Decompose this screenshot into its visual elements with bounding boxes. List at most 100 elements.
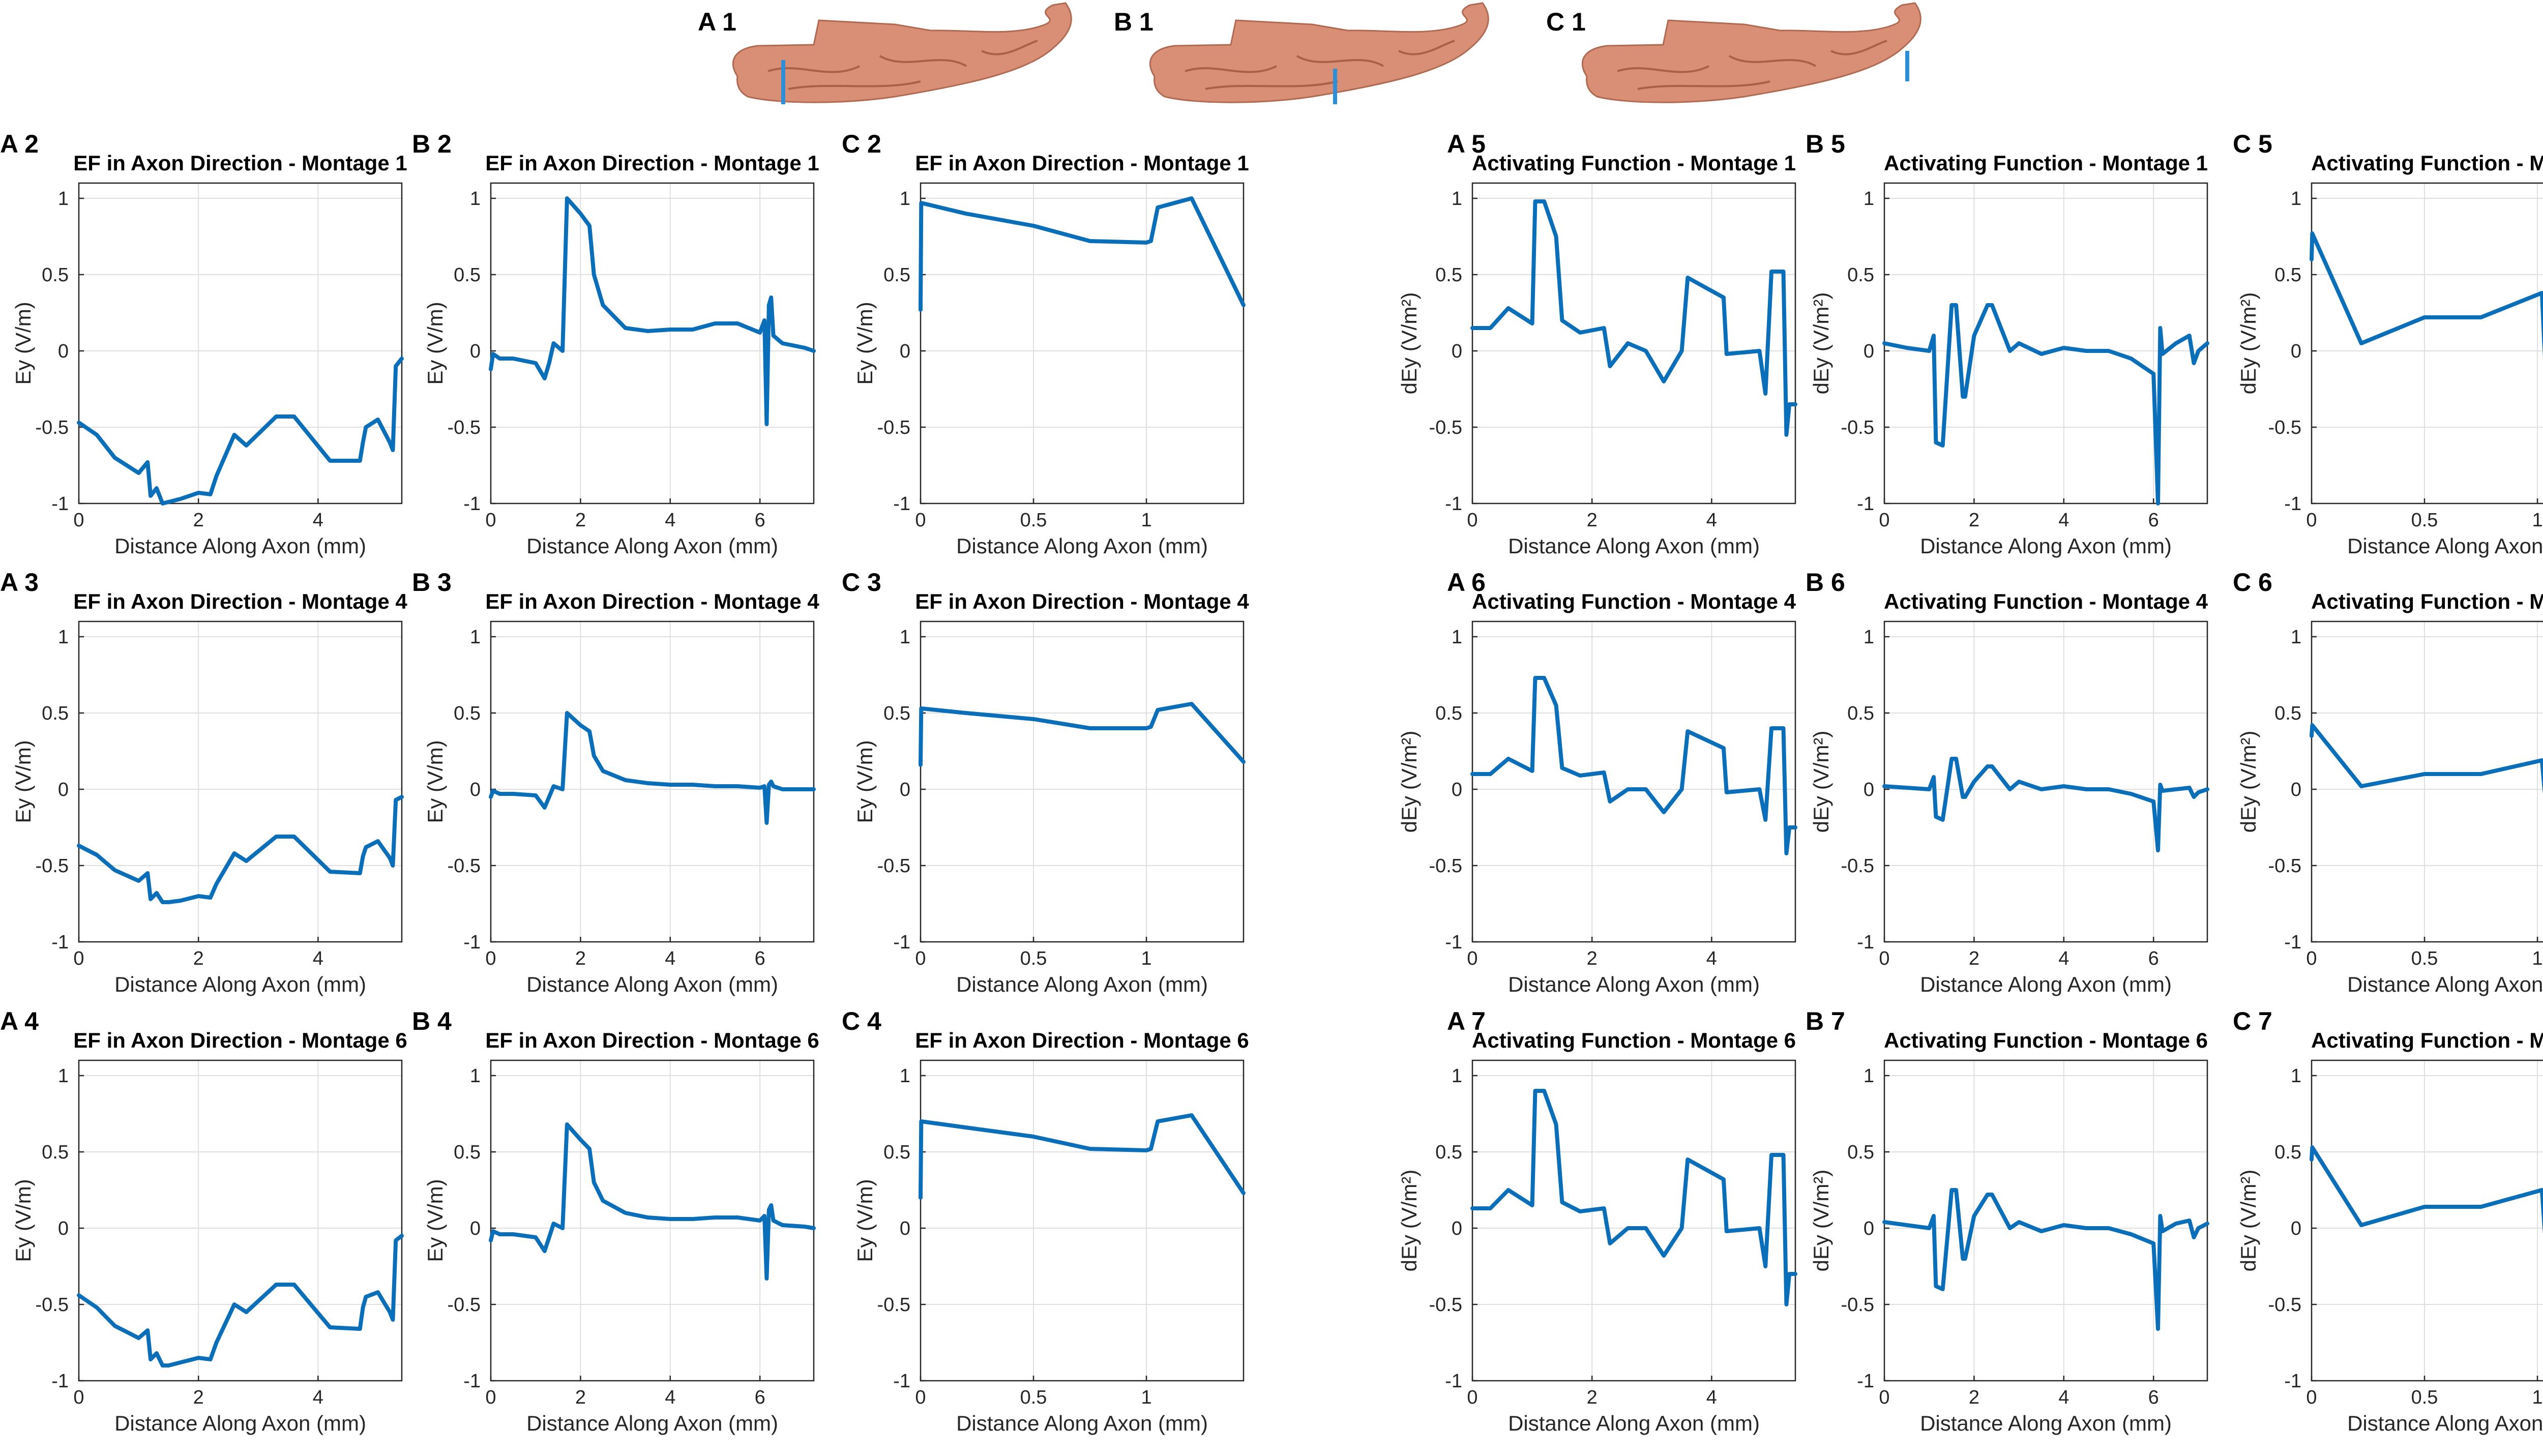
x-axis-label: Distance Along Axon (mm) [1920,534,2172,558]
chart-title: Activating Function - Montage 1 [1884,151,2208,175]
y-tick-label: -0.5 [1841,1294,1874,1316]
x-tick-label: 6 [755,1387,765,1408]
y-axis-label: Ey (V/m) [853,740,877,823]
y-tick-label: -0.5 [2268,855,2301,877]
chart-panel-a7: 0 2 4 -1 -0.5 0 0.5 1 Activating Function - Mont… [1397,1007,1797,1435]
y-tick-label: 0 [2291,779,2301,800]
y-tick-label: 0 [2291,1218,2301,1239]
x-axis-label: Distance Along Axon (mm) [1920,972,2172,996]
x-tick-label: 0.5 [1020,1387,1047,1408]
x-tick-label: 4 [2058,948,2069,969]
chart-grid: 0 2 4 -1 -0.5 0 0.5 1 EF in Axon Direction - Mon… [0,130,2543,1435]
y-tick-label: -1 [2284,1371,2301,1392]
series-line [489,711,816,825]
y-axis-label: dEy (V/m²) [2236,731,2260,833]
x-axis-label: Distance Along Axon (mm) [2347,534,2543,558]
chart-title: EF in Axon Direction - Montage 1 [485,151,819,175]
y-tick-label: 0 [58,779,69,800]
y-axis-label: dEy (V/m²) [1397,1170,1421,1272]
y-tick-label: 1 [1864,188,1874,210]
y-axis-label: Ey (V/m) [423,302,447,384]
y-tick-label: 1 [1452,188,1462,210]
y-axis-label: Ey (V/m) [423,1179,447,1262]
chart-panel-b7: 0 2 4 6 -1 -0.5 0 0.5 1 Activating Function - Mon… [1806,1007,2209,1435]
y-tick-label: 1 [2291,188,2301,210]
x-tick-label: 4 [665,1387,675,1408]
x-tick-label: 0 [73,948,84,969]
plot-frame [78,620,403,943]
series-line [919,196,1246,312]
x-tick-label: 4 [1706,948,1717,969]
x-axis-label: Distance Along Axon (mm) [1508,1411,1760,1435]
x-tick-label: 0.5 [2411,1387,2438,1408]
x-tick-label: 2 [575,948,586,969]
series-line [1470,1089,1797,1306]
series-line [77,1234,404,1368]
y-axis-label: dEy (V/m²) [2236,1170,2260,1272]
y-tick-label: 1 [1452,1065,1462,1087]
x-tick-label: 0 [485,510,496,531]
panel-label: A 3 [0,568,39,597]
y-axis-label: Ey (V/m) [11,302,35,384]
y-tick-label: 0.5 [42,1142,69,1163]
x-tick-label: 0 [2306,510,2317,531]
chart-title: EF in Axon Direction - Montage 6 [485,1028,819,1052]
plot-frame [490,620,815,943]
plot-frame [920,182,1245,504]
x-tick-label: 4 [313,510,323,531]
y-tick-label: -0.5 [36,1294,69,1316]
y-tick-label: -0.5 [1429,417,1462,438]
chart-panel-a4: 0 2 4 -1 -0.5 0 0.5 1EF in Axon Direction - Mon… [0,1007,407,1435]
x-tick-label: 0 [2306,948,2317,969]
y-tick-label: 0.5 [1847,1142,1874,1163]
y-tick-label: -1 [1857,932,1874,953]
chart-panel-a3: 0 2 4 -1 -0.5 0 0.5 1EF in Axon Direction - Mon… [0,568,407,996]
x-tick-label: 0 [1467,1387,1477,1408]
x-axis-label: Distance Along Axon (mm) [2347,972,2543,996]
y-tick-label: 1 [58,188,69,210]
x-tick-label: 1 [1141,948,1151,969]
plot-frame [2311,182,2543,504]
chart-panel-b2: 0 2 4 6 -1 -0.5 0 0.5 1EF in Axon Direction - Mo… [412,130,819,558]
x-tick-label: 0 [1467,948,1477,969]
panel-label: B 7 [1806,1007,1845,1035]
y-axis-label: dEy (V/m²) [2236,292,2260,395]
x-tick-label: 2 [575,510,586,531]
y-tick-label: 1 [900,1065,910,1087]
y-tick-label: 1 [58,1065,69,1087]
y-tick-label: 0.5 [1435,264,1462,286]
x-tick-label: 0 [485,1387,496,1408]
chart-title: EF in Axon Direction - Montage 4 [73,589,407,613]
plot-frame [2311,1059,2543,1382]
series-line [489,1122,816,1281]
plot-frame [920,1059,1245,1382]
y-axis-label: Ey (V/m) [11,740,35,823]
series-line [2310,723,2543,794]
y-tick-label: 0.5 [1435,1142,1462,1163]
panel-label: C 3 [842,568,881,597]
y-tick-label: -0.5 [1429,1294,1462,1316]
x-axis-label: Distance Along Axon (mm) [2347,1411,2543,1435]
x-tick-label: 6 [2148,948,2159,969]
y-tick-label: 0.5 [42,264,69,286]
chart-panel-a6: 0 2 4 -1 -0.5 0 0.5 1 Activating Function - Mont… [1397,568,1797,996]
x-tick-label: 1 [1141,1387,1151,1408]
y-tick-label: 0.5 [42,703,69,724]
y-tick-label: 0 [900,1218,910,1239]
y-axis-label: Ey (V/m) [853,302,877,384]
x-tick-label: 1 [2532,948,2542,969]
x-axis-label: Distance Along Axon (mm) [114,534,366,558]
plot-frame [78,182,403,504]
series-line [919,702,1246,767]
x-tick-label: 4 [313,1387,323,1408]
y-tick-label: -1 [51,493,69,515]
plot-frame [1471,620,1796,943]
x-tick-label: 0.5 [1020,948,1047,969]
plot-frame [2311,620,2543,943]
x-tick-label: 2 [193,510,204,531]
plot-frame [490,182,815,504]
y-tick-label: 1 [1452,627,1462,648]
panel-label: B 5 [1806,130,1845,158]
y-tick-label: 0 [58,1218,69,1239]
chart-title: EF in Axon Direction - Montage 1 [915,151,1249,175]
